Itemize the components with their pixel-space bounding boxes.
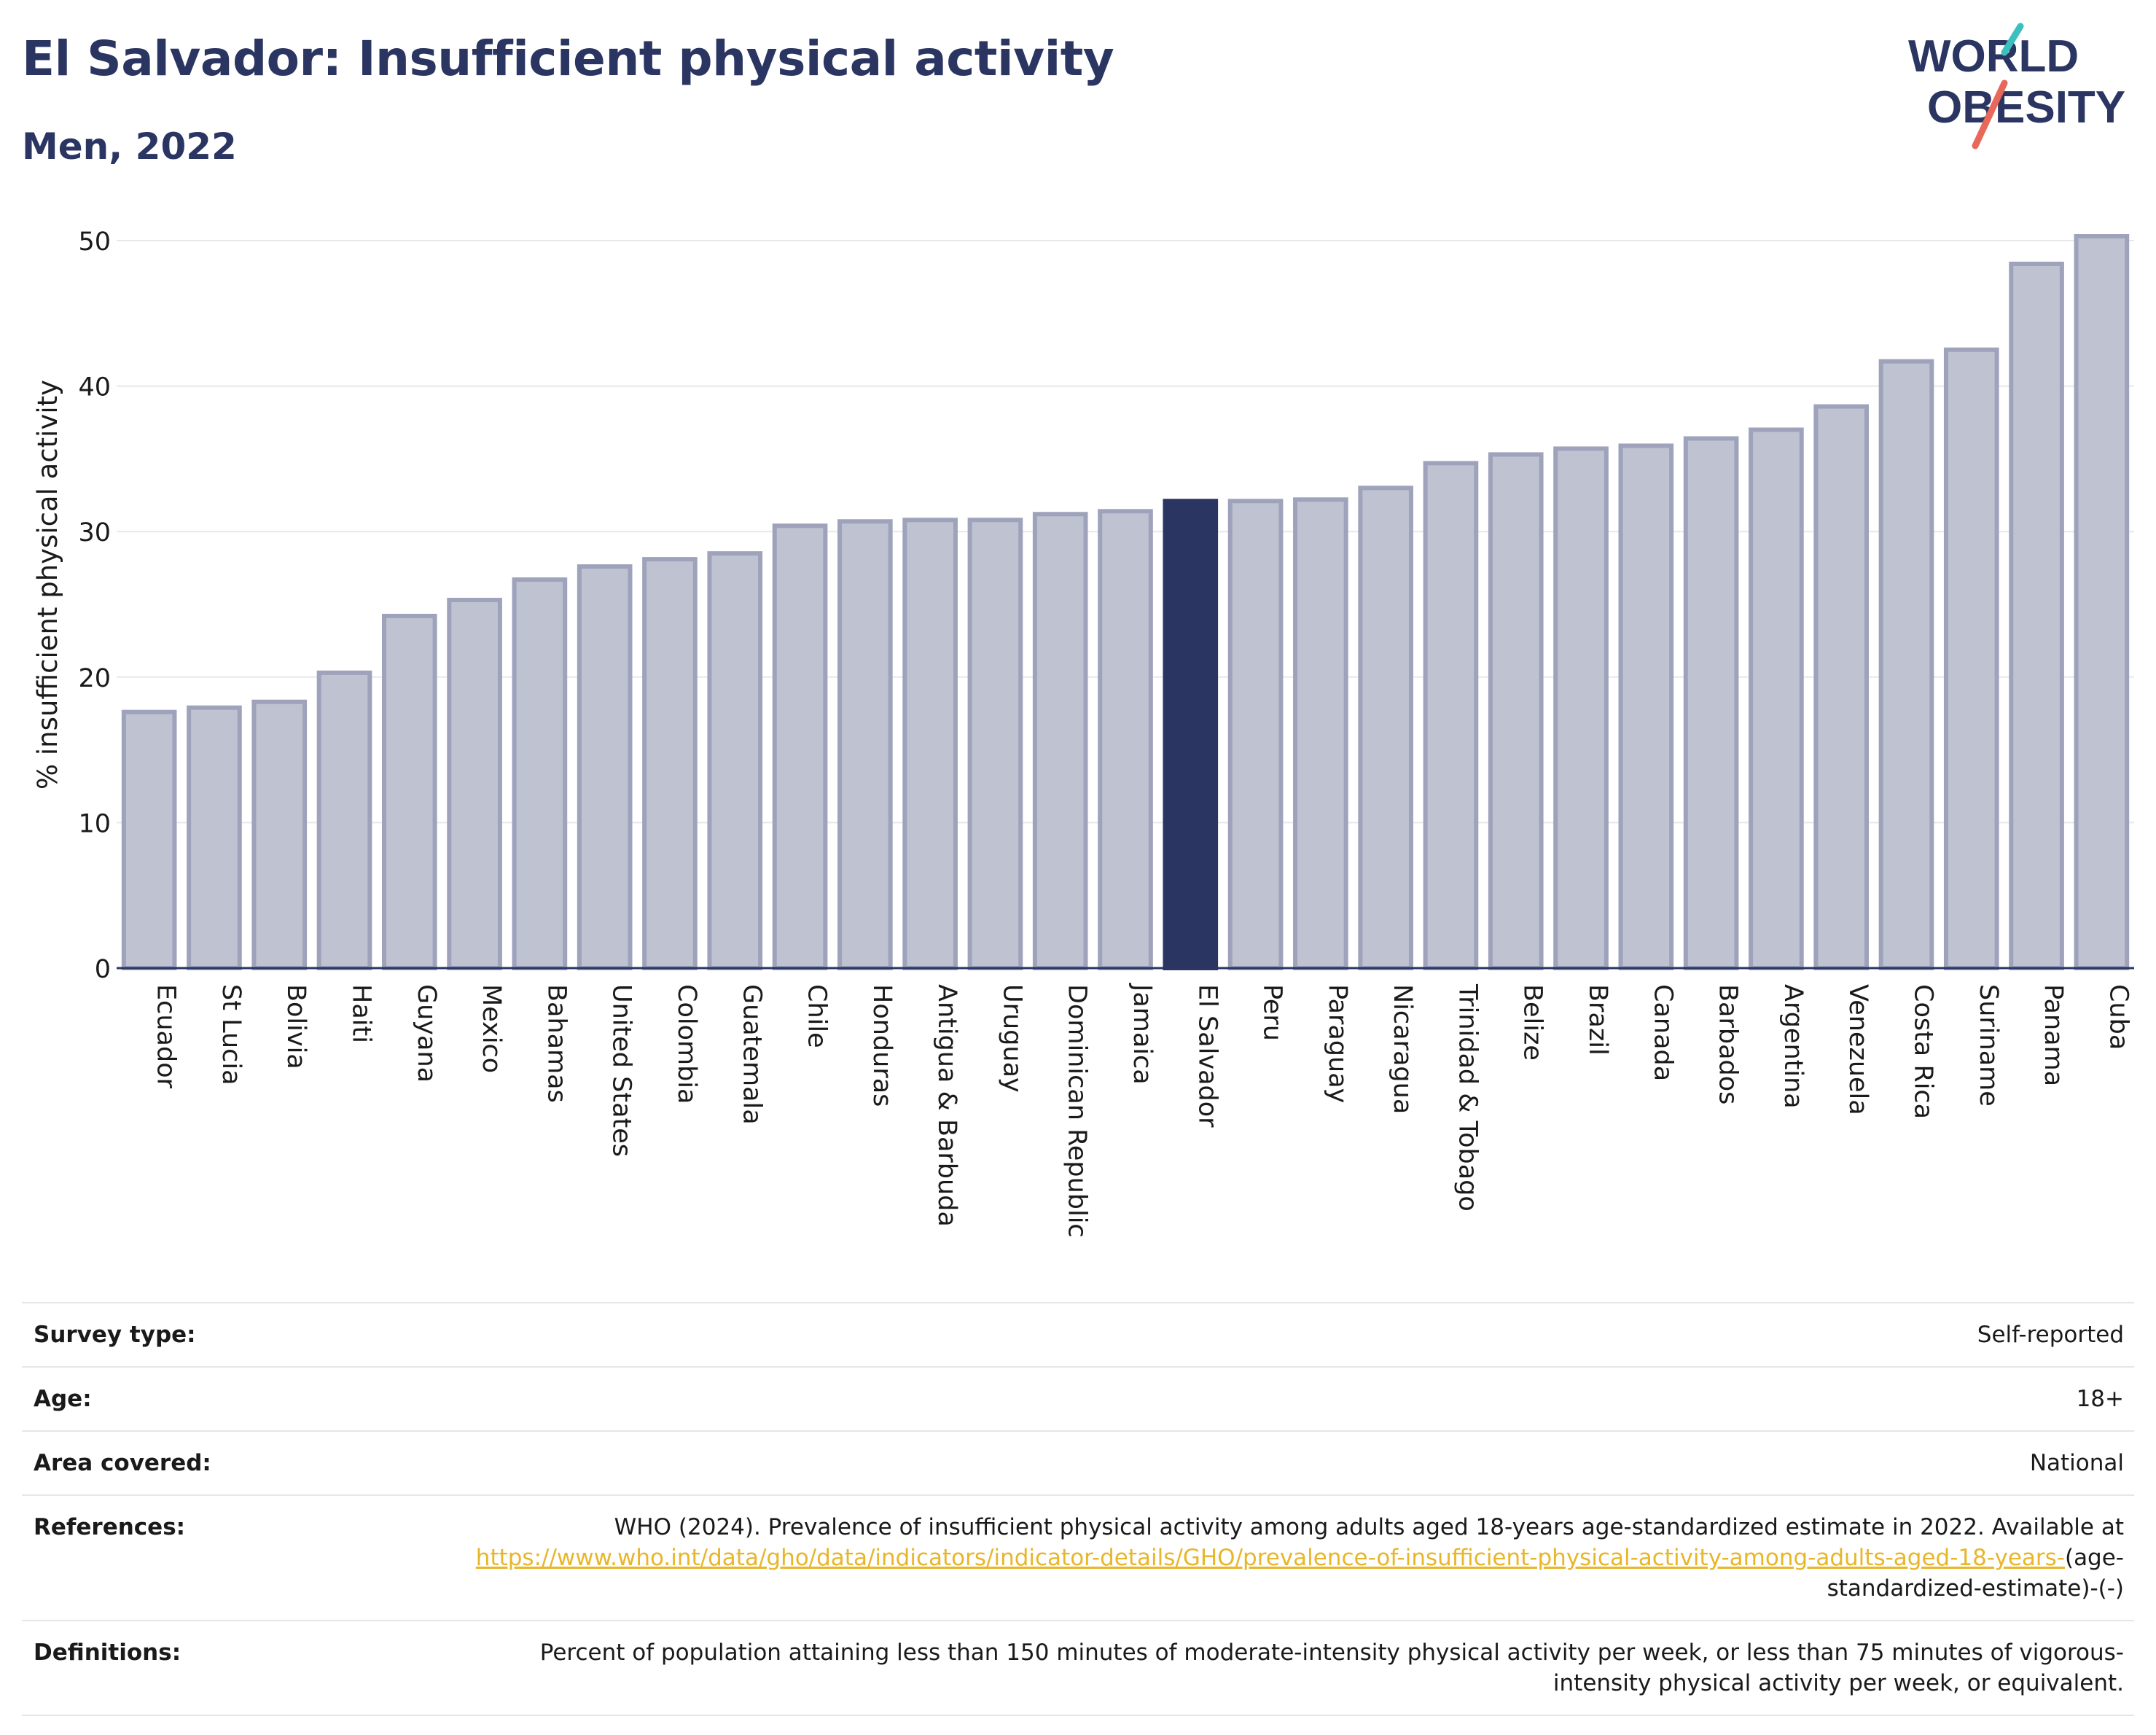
x-tick-label: Colombia: [672, 984, 701, 1104]
references-suffix: (age-standardized-estimate)-(-): [1827, 1545, 2124, 1602]
bar: [837, 519, 893, 970]
references-link[interactable]: https://www.who.int/data/gho/data/indica…: [475, 1545, 2065, 1571]
page-title: El Salvador: Insufficient physical activ…: [22, 31, 1114, 87]
bar: [2074, 234, 2130, 970]
x-tick-label: Argentina: [1778, 984, 1808, 1109]
bar: [577, 564, 633, 970]
bar: [1098, 509, 1153, 970]
area-covered-value: National: [452, 1430, 2134, 1496]
x-tick-label: Costa Rica: [1908, 984, 1937, 1119]
bar: [1293, 497, 1348, 970]
details-row-references: References: WHO (2024). Prevalence of in…: [22, 1494, 2134, 1621]
area-covered-label: Area covered:: [22, 1430, 452, 1496]
bar: [1683, 436, 1739, 970]
x-tick-label: St Lucia: [216, 984, 246, 1085]
x-tick-label: Bahamas: [542, 984, 571, 1103]
chart: 0 10 20 30 40 50 Ecuador St Lucia Bolivia Haiti Gu…: [32, 227, 2134, 1238]
bar: [316, 670, 372, 970]
details-row-age: Age: 18+: [22, 1366, 2134, 1432]
bar-chart-svg: 0 10 20 30 40 50 Ecuador St Lucia Bolivia Haiti Gu…: [32, 227, 2134, 1238]
bar: [1553, 446, 1609, 970]
bar: [1943, 347, 1999, 970]
x-tick-label: Paraguay: [1323, 984, 1352, 1103]
tick-labels: 0 10 20 30 40 50 Ecuador St Lucia Bolivia Haiti Gu…: [78, 227, 2133, 1238]
references-value: WHO (2024). Prevalence of insufficient p…: [452, 1494, 2134, 1621]
bar: [187, 705, 242, 970]
x-tick-label: Barbados: [1714, 984, 1743, 1104]
x-tick-label: Jamaica: [1128, 983, 1157, 1085]
bar: [1423, 461, 1479, 970]
x-tick-label: Haiti: [347, 984, 376, 1043]
references-label: References:: [22, 1494, 452, 1621]
details-table: Survey type: Self-reported Age: 18+ Area…: [22, 1302, 2134, 1716]
survey-type-label: Survey type:: [22, 1302, 452, 1368]
bar: [1878, 359, 1934, 970]
bar: [2009, 261, 2064, 971]
page-subtitle: Men, 2022: [22, 125, 237, 168]
x-tick-label: Cuba: [2104, 984, 2133, 1050]
x-tick-label: Ecuador: [152, 984, 181, 1089]
y-tick-label: 10: [78, 809, 111, 838]
details-row-definitions: Definitions: Percent of population attai…: [22, 1620, 2134, 1716]
x-tick-label: El Salvador: [1192, 984, 1222, 1128]
references-text: WHO (2024). Prevalence of insufficient p…: [614, 1514, 2124, 1540]
x-tick-label: Canada: [1648, 984, 1677, 1081]
bar: [1032, 512, 1088, 970]
age-value: 18+: [452, 1366, 2134, 1432]
bar: [381, 613, 437, 971]
definitions-value: Percent of population attaining less tha…: [452, 1620, 2134, 1716]
details-row-survey-type: Survey type: Self-reported: [22, 1302, 2134, 1368]
bar: [1749, 427, 1804, 970]
bars: [121, 234, 2130, 971]
bar: [1227, 499, 1284, 970]
x-tick-label: Venezuela: [1843, 984, 1872, 1115]
survey-type-value: Self-reported: [452, 1302, 2134, 1368]
bar: [251, 699, 308, 970]
x-tick-label: Trinidad & Tobago: [1453, 983, 1482, 1212]
x-tick-label: Dominican Republic: [1063, 984, 1092, 1238]
y-tick-label: 20: [78, 664, 111, 693]
bar: [772, 523, 828, 970]
bar: [1488, 452, 1544, 970]
logo-line-world: WORLD: [1908, 31, 2079, 82]
bar: [121, 709, 177, 970]
bar: [642, 557, 698, 970]
x-tick-label: Guyana: [412, 984, 441, 1083]
bar: [1813, 404, 1870, 970]
y-axis-label: % insufficient physical activity: [32, 380, 63, 789]
x-tick-label: United States: [607, 984, 636, 1157]
y-tick-label: 50: [78, 227, 111, 257]
x-tick-label: Honduras: [867, 984, 897, 1107]
world-obesity-logo: WORLD OBESITY: [1908, 23, 2125, 149]
details-row-area: Area covered: National: [22, 1430, 2134, 1496]
bar: [707, 551, 763, 970]
bar: [1618, 443, 1674, 970]
x-tick-label: Nicaragua: [1388, 984, 1417, 1114]
logo-slash-coral: [1972, 79, 2008, 149]
y-tick-label: 0: [95, 955, 111, 984]
y-tick-label: 30: [78, 518, 111, 547]
y-tick-label: 40: [78, 373, 111, 402]
x-tick-label: Suriname: [1974, 984, 2003, 1107]
x-tick-label: Chile: [802, 984, 832, 1048]
x-tick-label: Uruguay: [997, 984, 1026, 1093]
x-tick-label: Guatemala: [737, 984, 766, 1125]
definitions-label: Definitions:: [22, 1620, 452, 1716]
x-tick-label: Mexico: [477, 984, 506, 1073]
x-tick-label: Bolivia: [281, 984, 310, 1069]
x-tick-label: Brazil: [1583, 984, 1612, 1056]
age-label: Age:: [22, 1366, 452, 1432]
bar: [1358, 486, 1413, 970]
bar: [967, 518, 1023, 970]
x-tick-label: Panama: [2039, 984, 2068, 1086]
x-tick-label: Antigua & Barbuda: [932, 984, 961, 1227]
logo-slash-teal: [2001, 23, 2024, 56]
x-tick-label: Peru: [1258, 984, 1287, 1041]
x-tick-label: Belize: [1518, 984, 1547, 1061]
logo-line-obesity: OBESITY: [1927, 82, 2125, 133]
bar: [512, 577, 568, 970]
bar: [902, 518, 958, 970]
bar-highlight: [1163, 499, 1219, 970]
bar: [447, 598, 502, 971]
